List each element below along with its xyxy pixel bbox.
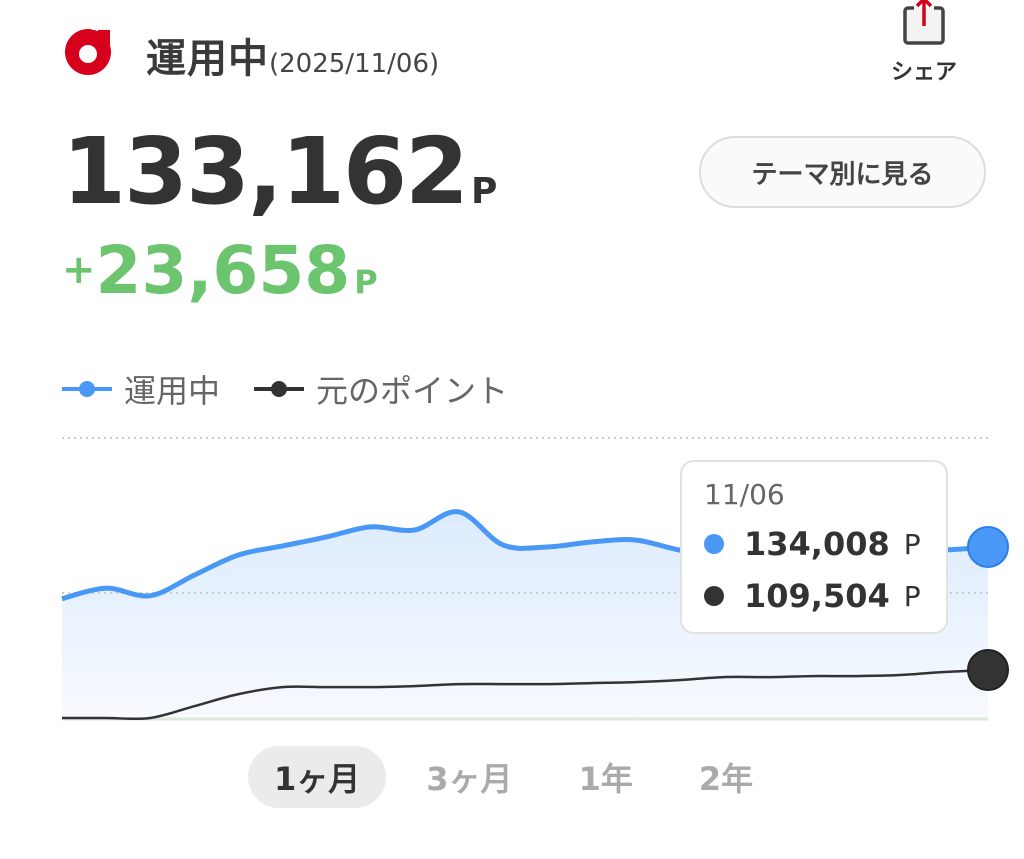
total-value: 133,162 [62, 118, 469, 225]
tooltip-unit: P [903, 527, 921, 561]
tooltip-invested: 134,008 P [704, 525, 924, 563]
page-title: 運用中(2025/11/06) [146, 26, 439, 84]
share-button[interactable]: シェア [876, 0, 972, 86]
tab-1-year[interactable]: 1年 [578, 760, 633, 798]
legend-item-original: 元のポイント [254, 366, 508, 412]
gain-value: 23,658 [95, 232, 351, 309]
tooltip-original: 109,504 P [704, 577, 924, 615]
tooltip-unit: P [903, 579, 921, 613]
tab-2-years[interactable]: 2年 [698, 760, 754, 798]
legend-label: 元のポイント [316, 372, 509, 410]
legend-label: 運用中 [124, 372, 221, 410]
original-line [61, 668, 989, 721]
view-by-theme-button[interactable]: テーマ別に見る [699, 136, 986, 208]
legend-swatch-invested [62, 381, 112, 397]
tooltip-date: 11/06 [704, 478, 785, 511]
gain-points: +23,658 P [62, 232, 378, 309]
period-tabs: 1ヶ月 3ヶ月 1年 2年 [248, 746, 793, 808]
legend-swatch-original [254, 381, 305, 397]
share-icon [903, 0, 945, 45]
legend-item-invested: 運用中 [62, 366, 220, 412]
chart-legend: 運用中 元のポイント [62, 366, 542, 412]
total-unit: P [471, 171, 497, 212]
d-point-logo [65, 24, 114, 75]
invested-dot-icon [704, 534, 724, 554]
title-text: 運用中 [146, 36, 269, 82]
total-points: 133,162 P [62, 118, 497, 225]
tab-1-month[interactable]: 1ヶ月 [248, 746, 387, 808]
gain-unit: P [354, 263, 378, 301]
tooltip-invested-value: 134,008 [744, 525, 890, 563]
chart-tooltip: 11/06 134,008 P 109,504 P [680, 460, 948, 634]
original-dot-icon [704, 586, 724, 606]
as-of-date: (2025/11/06) [269, 49, 440, 79]
tab-3-months[interactable]: 3ヶ月 [426, 760, 513, 798]
tooltip-original-value: 109,504 [744, 577, 890, 615]
gain-sign: + [62, 247, 96, 293]
original-end-point [967, 649, 1009, 692]
share-label: シェア [890, 60, 957, 85]
invested-end-point [967, 525, 1009, 568]
